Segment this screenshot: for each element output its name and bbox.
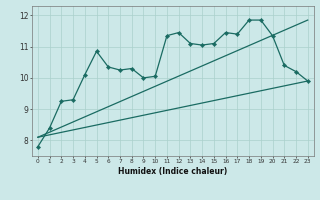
X-axis label: Humidex (Indice chaleur): Humidex (Indice chaleur) xyxy=(118,167,228,176)
